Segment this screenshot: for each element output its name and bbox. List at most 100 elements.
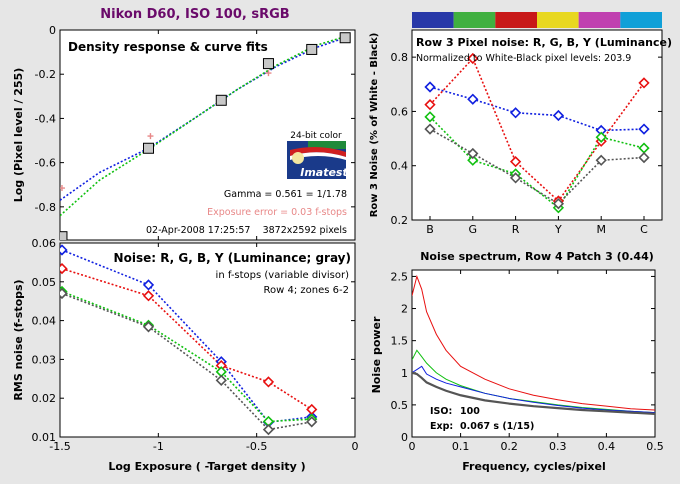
category-label: B	[426, 223, 434, 236]
row3-line-gray	[429, 128, 645, 205]
rms-point-gray	[215, 374, 227, 386]
row3-point-red	[509, 156, 522, 168]
rms-line-gray	[61, 292, 312, 431]
y-tick-label: -0.8	[35, 201, 56, 214]
rms-point-blue	[142, 279, 155, 291]
row3-line-red	[429, 57, 645, 203]
y-tick-label: 0.03	[32, 353, 57, 366]
x-tick-label: 0.4	[598, 440, 616, 453]
exp-label: Exp:	[430, 421, 453, 432]
patch-color-bar	[412, 12, 662, 28]
row3-point-gray	[595, 154, 607, 166]
y-tick-label: 0.02	[32, 392, 57, 405]
x-tick-label: 0	[409, 440, 416, 453]
logo-name: Imatest	[300, 166, 348, 179]
pink-marker	[60, 185, 65, 192]
rms-line-red	[61, 267, 313, 411]
category-label: R	[512, 223, 520, 236]
spectrum-line-gray	[412, 371, 655, 415]
rms-point-red	[142, 290, 155, 302]
y-tick-label: 0	[401, 431, 408, 444]
density-ylabel: Log (Pixel level / 255)	[12, 68, 25, 203]
y-tick-label: 0.2	[391, 214, 409, 227]
y-tick-label: 1.5	[391, 335, 409, 348]
row3-line-green	[429, 116, 645, 209]
rms-point-red	[262, 376, 275, 388]
row3-point-blue	[467, 93, 479, 105]
spectrum-plot-area	[411, 269, 656, 438]
row3-point-green	[595, 131, 607, 143]
row3-point-blue	[509, 107, 522, 119]
category-label: C	[640, 223, 648, 236]
category-label: M	[596, 223, 606, 236]
logo-stripe	[308, 141, 346, 149]
row3-point-blue	[424, 81, 436, 93]
spectrum-line-blue	[412, 365, 655, 414]
rms-point-gray	[142, 321, 155, 333]
row3-point-red	[424, 99, 436, 111]
x-tick-label: 0.3	[549, 440, 567, 453]
row3-point-blue	[552, 109, 565, 122]
density-title: Density response & curve fits	[68, 40, 268, 54]
pink-marker	[265, 70, 272, 77]
y-tick-label: 0.4	[391, 160, 409, 173]
logo-sun	[292, 152, 304, 164]
rms-marks	[60, 244, 318, 436]
iso-value: 100	[460, 406, 480, 417]
color-bar-swatch	[620, 12, 662, 28]
density-square	[60, 231, 68, 240]
rms-point-gray	[262, 423, 275, 436]
row3-point-gray	[552, 198, 565, 210]
rms-xlabel: Log Exposure ( -Target density )	[108, 460, 305, 473]
y-tick-label: 2.5	[391, 270, 409, 283]
y-tick-label: 0.6	[391, 105, 409, 118]
x-tick-label: 0.1	[452, 440, 470, 453]
row3-point-red	[467, 52, 479, 65]
iso-label: ISO:	[430, 406, 452, 417]
density-square	[215, 94, 227, 106]
rms-point-gray	[60, 287, 68, 300]
density-marks	[60, 32, 351, 240]
y-tick-label: 1	[401, 367, 408, 380]
density-square	[143, 142, 154, 154]
rms-title: Noise: R, G, B, Y (Luminance; gray)	[114, 251, 351, 265]
size-annotation: 3872x2592 pixels	[263, 225, 347, 236]
row3-point-gray	[467, 147, 479, 160]
row3-subtitle: Normalized to White-Black pixel levels: …	[416, 53, 631, 64]
density-square	[306, 43, 318, 55]
density-plot-area	[59, 29, 356, 241]
row3-point-gray	[638, 151, 650, 164]
category-label: Y	[554, 223, 562, 236]
row3-point-green	[467, 154, 479, 166]
color-bar-swatch	[412, 12, 454, 28]
exposure-error-annotation: Exposure error = 0.03 f-stops	[207, 207, 347, 218]
x-tick-label: 0.5	[646, 440, 664, 453]
row3-line-blue	[429, 86, 645, 132]
row3-point-blue	[638, 123, 650, 135]
y-tick-label: 0.8	[391, 51, 409, 64]
figure-title: Nikon D60, ISO 100, sRGB	[100, 7, 289, 22]
y-tick-label: 0.01	[32, 431, 57, 444]
spectrum-axes: 0 0.1 0.2 0.3 0.4 0.5 0 0.5 1 1.5 2 2.5	[391, 270, 664, 453]
imatest-logo: 24-bit color Imatest	[287, 131, 348, 179]
date-annotation: 02-Apr-2008 17:25:57	[146, 225, 250, 236]
color-bar-swatch	[495, 12, 537, 28]
density-axes: -0.8 -0.6 -0.4 -0.2 0	[35, 24, 356, 240]
y-tick-label: -0.4	[35, 112, 56, 125]
row3-marks	[424, 52, 650, 214]
color-bar-swatch	[453, 12, 496, 28]
rms-plot-area	[59, 242, 356, 438]
x-tick-label: 0.2	[500, 440, 518, 453]
rms-point-blue	[60, 244, 68, 256]
row3-point-gray	[509, 172, 522, 184]
x-tick-label: 0	[352, 440, 359, 453]
gamma-annotation: Gamma = 0.561 = 1/1.78	[224, 189, 347, 200]
row3-ylabel: Row 3 Noise (% of White - Black)	[369, 33, 380, 218]
rms-ylabel: RMS noise (f-stops)	[12, 279, 25, 400]
y-tick-label: 0	[49, 24, 56, 37]
y-tick-label: -0.6	[35, 157, 56, 170]
spectrum-line-red	[412, 274, 655, 411]
y-tick-label: 0.05	[32, 276, 57, 289]
